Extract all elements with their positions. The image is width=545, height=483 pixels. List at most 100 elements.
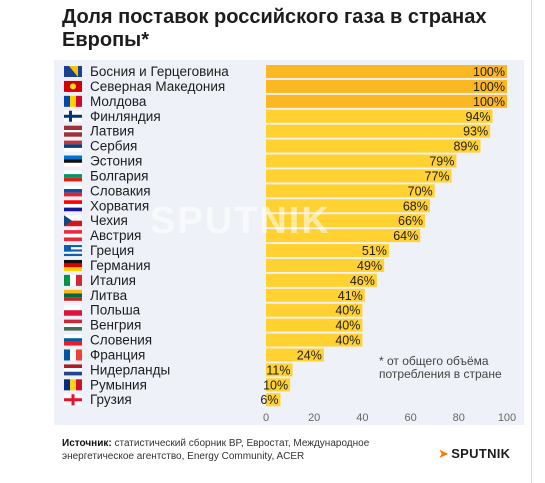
bar-2 bbox=[266, 79, 507, 93]
bar-4 bbox=[266, 109, 493, 123]
bar-13 bbox=[266, 244, 389, 258]
flag-france-icon bbox=[64, 349, 82, 361]
bar-11 bbox=[266, 214, 426, 228]
category-label: Италия bbox=[90, 273, 136, 288]
bar-19 bbox=[266, 333, 363, 347]
flag-czechia-icon bbox=[64, 215, 82, 227]
flag-georgia-icon bbox=[64, 394, 82, 406]
x-tick-label: 20 bbox=[308, 412, 320, 424]
source-list: статистический сборник BP, Евростат, Меж… bbox=[62, 438, 370, 462]
bar-10 bbox=[266, 199, 430, 213]
value-label: 94% bbox=[466, 110, 491, 124]
flag-austria-icon bbox=[64, 230, 82, 242]
source-text: Источник: статистический сборник BP, Евр… bbox=[62, 437, 422, 463]
flag-serbia-icon bbox=[64, 140, 82, 152]
bar-22 bbox=[266, 378, 291, 392]
value-label: 46% bbox=[350, 274, 375, 288]
x-tick-label: 80 bbox=[453, 412, 465, 424]
x-tick-label: 0 bbox=[263, 412, 269, 424]
source-label: Источник: bbox=[62, 438, 112, 449]
bar-18 bbox=[266, 318, 363, 332]
footer bbox=[54, 426, 524, 471]
value-label: 24% bbox=[297, 348, 322, 362]
flag-north-macedonia-icon bbox=[64, 80, 82, 92]
flag-germany-icon bbox=[64, 259, 82, 271]
bar-21 bbox=[266, 363, 293, 377]
flag-croatia-icon bbox=[64, 200, 82, 212]
category-label: Эстония bbox=[90, 154, 142, 169]
value-label: 40% bbox=[335, 304, 360, 318]
bar-15 bbox=[266, 273, 377, 287]
value-label: 66% bbox=[398, 214, 423, 228]
value-label: 100% bbox=[473, 95, 505, 109]
category-label: Румыния bbox=[90, 377, 147, 392]
category-label: Венгрия bbox=[90, 318, 141, 333]
category-label: Литва bbox=[90, 288, 128, 303]
flag-netherlands-icon bbox=[64, 364, 82, 376]
category-label: Нидерланды bbox=[90, 362, 170, 377]
value-label: 100% bbox=[473, 80, 505, 94]
flag-finland-icon bbox=[64, 110, 82, 122]
brand-name: SPUTNIK bbox=[451, 446, 511, 461]
x-tick-label: 60 bbox=[404, 412, 416, 424]
bar-6 bbox=[266, 139, 481, 153]
category-label: Молдова bbox=[90, 94, 147, 109]
x-tick-label: 40 bbox=[356, 412, 368, 424]
category-label: Чехия bbox=[90, 213, 128, 228]
value-label: 40% bbox=[335, 319, 360, 333]
category-label: Северная Македония bbox=[90, 79, 225, 94]
category-label: Грузия bbox=[90, 392, 132, 407]
category-label: Германия bbox=[90, 258, 151, 273]
value-label: 89% bbox=[453, 140, 478, 154]
flag-slovakia-icon bbox=[64, 185, 82, 197]
flag-moldova-icon bbox=[64, 95, 82, 107]
category-label: Латвия bbox=[90, 124, 134, 139]
category-label: Босния и Герцеговина bbox=[90, 64, 229, 79]
flag-hungary-icon bbox=[64, 319, 82, 331]
bar-9 bbox=[266, 184, 435, 198]
category-label: Словакия bbox=[90, 183, 151, 198]
value-label: 100% bbox=[473, 65, 505, 79]
category-label: Польша bbox=[90, 303, 141, 318]
flag-slovenia-icon bbox=[64, 334, 82, 346]
bar-7 bbox=[266, 154, 457, 168]
bar-20 bbox=[266, 348, 324, 362]
value-label: 6% bbox=[260, 393, 278, 407]
divider bbox=[531, 0, 532, 483]
chart-title: Доля поставок российского газа в странах… bbox=[62, 6, 487, 51]
bar-8 bbox=[266, 169, 452, 183]
category-label: Франция bbox=[90, 347, 145, 362]
value-label: 11% bbox=[266, 363, 290, 377]
bar-5 bbox=[266, 124, 491, 138]
bar-17 bbox=[266, 303, 363, 317]
category-label: Сербия bbox=[90, 139, 137, 154]
flag-romania-icon bbox=[64, 379, 82, 391]
bar-14 bbox=[266, 258, 385, 272]
value-label: 93% bbox=[463, 125, 488, 139]
flag-poland-icon bbox=[64, 304, 82, 316]
flag-latvia-icon bbox=[64, 125, 82, 137]
value-label: 41% bbox=[338, 289, 363, 303]
value-label: 51% bbox=[362, 244, 387, 258]
category-label: Хорватия bbox=[90, 198, 149, 213]
category-label: Финляндия bbox=[90, 109, 161, 124]
category-label: Греция bbox=[90, 243, 134, 258]
value-label: 40% bbox=[335, 334, 360, 348]
footnote: * от общего объёма потребления в стране bbox=[371, 349, 517, 407]
bar-1 bbox=[266, 65, 507, 78]
value-label: 10% bbox=[263, 378, 288, 392]
value-label: 64% bbox=[393, 229, 418, 243]
category-label: Болгария bbox=[90, 168, 148, 183]
flag-bosnia-icon bbox=[64, 66, 82, 77]
flag-lithuania-icon bbox=[64, 289, 82, 301]
value-label: 68% bbox=[403, 199, 428, 213]
flag-italy-icon bbox=[64, 274, 82, 286]
bar-16 bbox=[266, 288, 365, 302]
category-label: Словения bbox=[90, 333, 152, 348]
brand-logo: ➤ SPUTNIK bbox=[438, 446, 510, 462]
value-label: 79% bbox=[429, 155, 454, 169]
bar-3 bbox=[266, 94, 507, 108]
bar-23 bbox=[266, 393, 281, 407]
sputnik-logo-icon: ➤ bbox=[438, 446, 450, 461]
